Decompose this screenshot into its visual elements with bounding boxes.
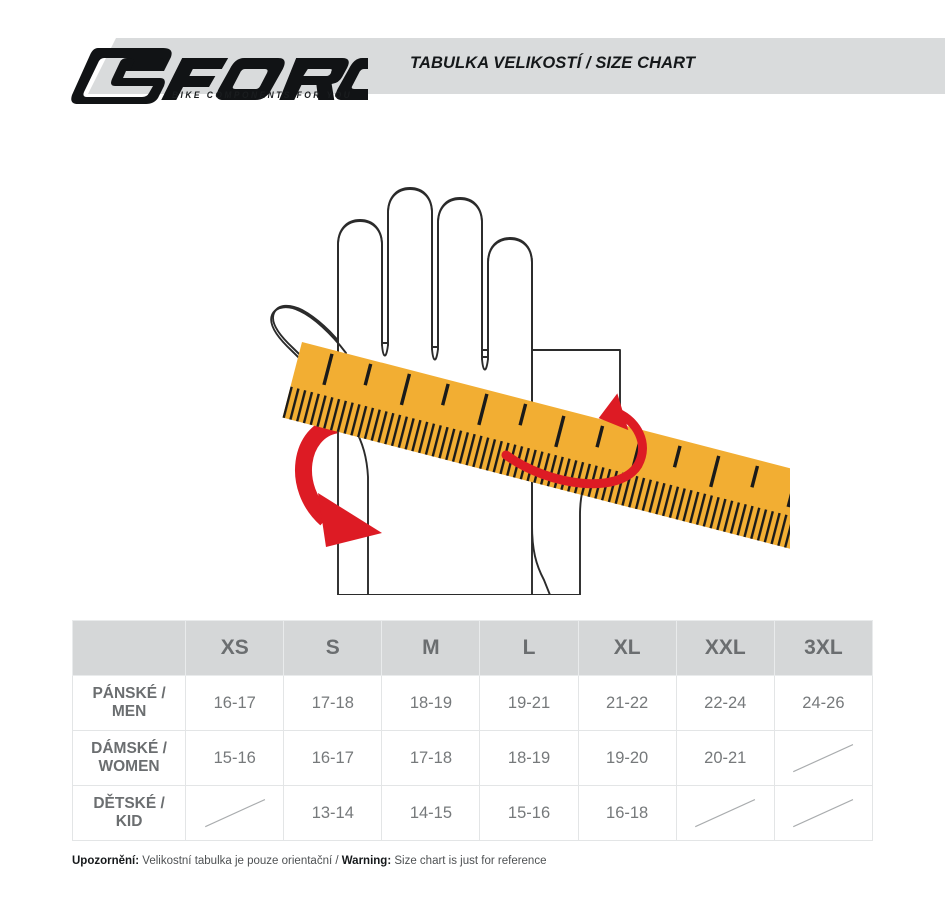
row-label-women: DÁMSKÉ / WOMEN: [71, 730, 187, 786]
cell-men-l: 19-21: [479, 675, 579, 731]
cell-women-s: 16-17: [283, 730, 383, 786]
force-logo-mark: [71, 48, 172, 104]
table-header-row: XS S M L XL XXL 3XL: [71, 620, 874, 676]
diagonal-slash-icon: [792, 743, 854, 773]
cell-kid-l: 15-16: [479, 785, 579, 841]
cell-kid-m: 14-15: [381, 785, 481, 841]
cell-kid-s: 13-14: [283, 785, 383, 841]
cell-women-xxl: 20-21: [675, 730, 775, 786]
footnote-text-en: Size chart is just for reference: [394, 855, 547, 867]
column-header-m: M: [381, 620, 481, 676]
column-header-s: S: [283, 620, 383, 676]
force-logo: BIKE COMPONENTS FOR YOU: [68, 40, 368, 112]
cell-men-xs: 16-17: [185, 675, 285, 731]
size-table-container: XS S M L XL XXL 3XL PÁNSKÉ / MEN 16-17 1…: [71, 620, 874, 841]
cell-kid-xxl-empty: [675, 785, 775, 841]
row-label-men-cs: PÁNSKÉ /: [92, 684, 166, 702]
row-label-kid-en: KID: [115, 813, 143, 830]
row-label-kid-cs: DĚTSKÉ /: [93, 794, 165, 812]
red-arrow-under-head: [598, 393, 629, 431]
cell-men-s: 17-18: [283, 675, 383, 731]
column-header-xs: XS: [185, 620, 285, 676]
row-label-men-en: MEN: [111, 703, 147, 720]
measuring-tape: [282, 342, 790, 558]
cell-men-xl: 21-22: [577, 675, 677, 731]
cell-men-3xl: 24-26: [773, 675, 874, 731]
row-label-women-en: WOMEN: [98, 758, 160, 775]
footnote-text-cs: Velikostní tabulka je pouze orientační /: [142, 855, 339, 867]
red-arrow-over: [295, 416, 339, 526]
column-header-l: L: [479, 620, 579, 676]
cell-men-xxl: 22-24: [675, 675, 775, 731]
row-label-women-cs: DÁMSKÉ /: [91, 739, 167, 757]
footnote-warning-en: Warning:: [341, 855, 392, 867]
tape-major-ticks: [322, 353, 790, 508]
table-row-men: PÁNSKÉ / MEN 16-17 17-18 18-19 19-21 21-…: [71, 675, 874, 731]
tape-fine-ticks: [282, 386, 790, 558]
red-arrow-under: [501, 408, 647, 489]
column-header-xl: XL: [577, 620, 677, 676]
cell-kid-xs-empty: [185, 785, 285, 841]
diagonal-slash-icon: [694, 798, 756, 828]
cell-women-xl: 19-20: [577, 730, 677, 786]
diagonal-slash-icon: [204, 798, 266, 828]
footnote-warning-cs: Upozornění:: [72, 855, 140, 867]
hand-measurement-illustration: [150, 95, 790, 595]
cell-kid-3xl-empty: [773, 785, 874, 841]
red-arrow-over-head: [318, 493, 382, 547]
column-header-xxl: XXL: [675, 620, 775, 676]
cell-women-3xl-empty: [773, 730, 874, 786]
footnote: Upozornění: Velikostní tabulka je pouze …: [72, 855, 546, 867]
cell-kid-xl: 16-18: [577, 785, 677, 841]
row-label-kid: DĚTSKÉ / KID: [71, 785, 187, 841]
cell-men-m: 18-19: [381, 675, 481, 731]
size-chart-table: XS S M L XL XXL 3XL PÁNSKÉ / MEN 16-17 1…: [71, 620, 874, 841]
table-corner-cell: [71, 620, 187, 676]
diagonal-slash-icon: [792, 798, 854, 828]
logo-tagline: BIKE COMPONENTS FOR YOU: [172, 90, 353, 100]
table-row-kid: DĚTSKÉ / KID 13-14 14-15 15-16 16-18: [71, 785, 874, 841]
row-label-men: PÁNSKÉ / MEN: [71, 675, 187, 731]
table-row-women: DÁMSKÉ / WOMEN 15-16 16-17 17-18 18-19 1…: [71, 730, 874, 786]
cell-women-xs: 15-16: [185, 730, 285, 786]
cell-women-l: 18-19: [479, 730, 579, 786]
page-title: TABULKA VELIKOSTÍ / SIZE CHART: [410, 54, 696, 72]
force-wordmark: [161, 58, 368, 100]
cell-women-m: 17-18: [381, 730, 481, 786]
column-header-3xl: 3XL: [773, 620, 874, 676]
